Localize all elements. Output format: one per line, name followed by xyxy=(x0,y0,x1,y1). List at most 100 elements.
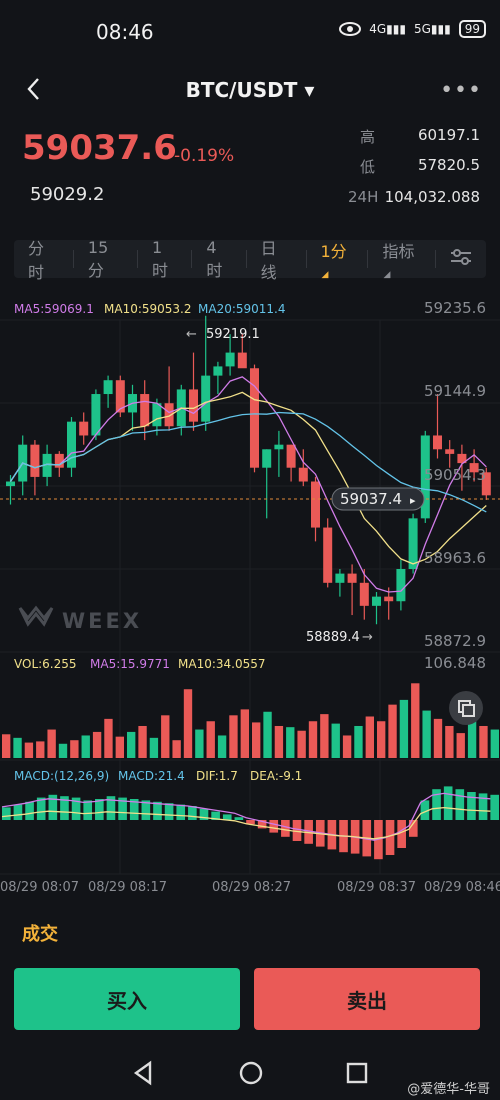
vol-legend: VOL:6.255 xyxy=(14,657,77,671)
time-label-4: 08/29 08:46 xyxy=(424,880,500,895)
macd-bar xyxy=(408,820,418,837)
macd-bar xyxy=(420,800,430,820)
tab-15m[interactable]: 15分 xyxy=(87,237,109,280)
tab-indicators[interactable]: 指标◢ xyxy=(382,241,415,280)
macd-bar xyxy=(36,797,46,820)
buy-button[interactable]: 买入 xyxy=(14,968,240,1030)
time-label-2: 08/29 08:27 xyxy=(212,880,291,895)
ma10-legend: MA10:59053.2 xyxy=(104,302,192,316)
candle-body xyxy=(91,394,101,436)
candle-body xyxy=(408,518,418,570)
time-label-3: 08/29 08:37 xyxy=(337,880,416,895)
nav-recent-icon[interactable] xyxy=(344,1060,370,1086)
candle-body xyxy=(420,435,430,519)
volume-bar xyxy=(36,741,45,758)
macd-bar xyxy=(246,820,255,825)
weex-logo: WEEX xyxy=(18,605,142,633)
more-dots-icon[interactable]: ••• xyxy=(440,78,482,103)
ma20-line xyxy=(9,411,487,513)
macd-bar xyxy=(234,817,244,820)
volume-bar xyxy=(377,721,386,758)
candle-body xyxy=(384,596,394,602)
candle-body xyxy=(213,366,223,376)
candle-body xyxy=(359,582,369,606)
volume-bar xyxy=(263,711,272,758)
volume-bar xyxy=(183,689,193,758)
vol-24h-value: 104,032.088 xyxy=(384,188,480,206)
sell-button[interactable]: 卖出 xyxy=(254,968,480,1030)
volume-bar xyxy=(70,740,79,758)
volume-bar xyxy=(479,725,488,758)
macd-bar xyxy=(25,801,34,820)
kline-chart[interactable]: WEEX MA5:59069.1 MA10:59053.2 MA20:59011… xyxy=(0,290,500,900)
volume-bar xyxy=(422,710,431,758)
volume-bar xyxy=(354,725,363,758)
y-label-3: 58963.6 xyxy=(424,549,486,567)
volume-bar xyxy=(445,725,454,758)
nav-home-icon[interactable] xyxy=(238,1060,264,1086)
y-label-0: 59235.6 xyxy=(424,299,486,317)
tab-time-share[interactable]: 分时 xyxy=(28,239,45,282)
ma5-legend: MA5:59069.1 xyxy=(14,302,94,316)
dif-line xyxy=(1,792,491,841)
volume-bar xyxy=(342,735,352,758)
svg-text:←: ← xyxy=(186,327,197,342)
macd-params-legend: MACD:(12,26,9) xyxy=(14,769,109,783)
chevron-left-icon[interactable] xyxy=(22,76,48,102)
volume-bar xyxy=(240,709,249,758)
volume-bar xyxy=(81,735,90,758)
volume-bar xyxy=(331,723,340,758)
tab-4h[interactable]: 4时 xyxy=(206,237,223,280)
volume-bar xyxy=(274,725,284,758)
nav-back-icon[interactable] xyxy=(130,1060,156,1086)
high-label: 高 xyxy=(360,128,376,146)
tab-1h[interactable]: 1时 xyxy=(152,237,169,280)
vol-24h-label: 24H xyxy=(348,188,379,206)
candle-body xyxy=(335,573,345,583)
pair-title[interactable]: BTC/USDT ▾ xyxy=(185,78,315,102)
macd-bar xyxy=(304,820,313,844)
chart-settings-icon[interactable] xyxy=(436,249,486,269)
tab-daily[interactable]: 日线 xyxy=(260,239,277,282)
last-price: 59037.6 xyxy=(22,128,177,168)
volume-bar xyxy=(433,718,443,758)
volume-bar xyxy=(388,704,397,758)
ma20-legend: MA20:59011.4 xyxy=(198,302,286,316)
macd-bar xyxy=(490,794,499,820)
macd-bar xyxy=(455,789,465,820)
macd-bar xyxy=(281,820,290,837)
fullscreen-icon[interactable] xyxy=(449,691,483,725)
candle-body xyxy=(286,444,296,468)
candle-body xyxy=(445,449,455,454)
candle-body xyxy=(30,444,40,477)
low-label: 低 xyxy=(360,158,376,176)
weex-logo-text: WEEX xyxy=(62,609,142,633)
macd-value-legend: MACD:21.4 xyxy=(118,769,185,783)
macd-bar xyxy=(397,820,406,848)
y-label-4: 58872.9 xyxy=(424,632,486,650)
macd-bar xyxy=(95,799,104,820)
eye-icon xyxy=(339,22,362,36)
volume-bar xyxy=(149,737,159,758)
macd-bar xyxy=(153,801,162,820)
candle-body xyxy=(237,352,247,369)
volume-bar xyxy=(320,714,329,758)
candle-body xyxy=(140,394,150,427)
candle-body xyxy=(262,449,272,468)
current-price-tag[interactable]: 59037.4 ▸ xyxy=(331,487,425,511)
volume-bar xyxy=(252,722,261,758)
macd-bar xyxy=(443,786,453,820)
macd-bar xyxy=(385,820,395,855)
candle-body xyxy=(433,435,442,450)
candle-body xyxy=(42,453,52,477)
battery-icon: 99 xyxy=(458,20,486,38)
macd-bar xyxy=(164,803,174,820)
candle-body xyxy=(250,368,259,468)
volume-bar xyxy=(195,729,204,758)
volume-bar xyxy=(308,721,318,758)
tab-1m[interactable]: 1分◢ xyxy=(320,241,347,280)
svg-text:→: → xyxy=(362,630,373,645)
svg-text:59219.1: 59219.1 xyxy=(206,327,260,342)
trades-label[interactable]: 成交 xyxy=(22,924,58,945)
y-label-2: 59054.3 xyxy=(424,466,486,484)
